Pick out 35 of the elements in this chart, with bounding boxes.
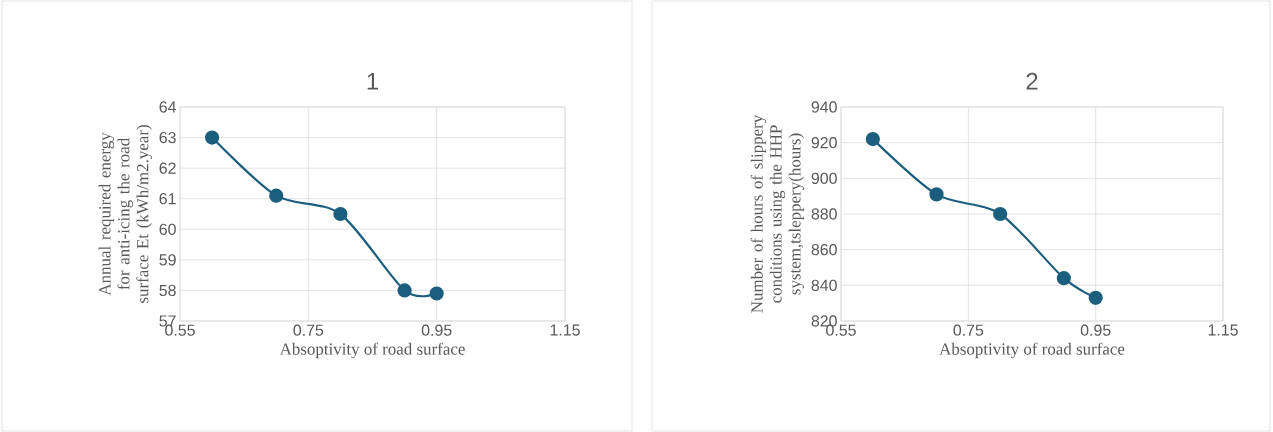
y-tick-label: 880 [811, 208, 837, 220]
x-tick-label: 0.75 [953, 324, 984, 336]
point [333, 206, 348, 222]
y-axis-title: Number of hours of slippery conditions using the HHP system,tsleppery(hours) [750, 114, 805, 313]
point [397, 283, 412, 298]
y-tick-label: 920 [811, 137, 837, 149]
chart-title: 1 [367, 73, 378, 90]
point [993, 206, 1008, 222]
point [1088, 290, 1103, 305]
x-tick-label: 0.95 [421, 324, 452, 336]
y-tick-label: 60 [159, 223, 176, 235]
y-tick-label: 59 [159, 254, 176, 266]
point [429, 286, 444, 301]
point [269, 188, 284, 203]
y-axis-title: Annual required energy for anti-icing the road surface Et (kWh/m2.year) [98, 125, 152, 303]
y-tick-label: 860 [811, 244, 837, 256]
y-tick-label: 58 [159, 284, 176, 297]
point [929, 187, 944, 202]
y-tick-label: 63 [159, 131, 176, 144]
y-tick-label: 64 [159, 101, 177, 113]
x-axis-title: Absoptivity of road surface [279, 342, 465, 359]
point [204, 130, 220, 145]
x-tick-label: 1.15 [1208, 324, 1238, 336]
point [1056, 271, 1071, 286]
chart-title: 2 [1026, 72, 1038, 90]
x-axis-title: Absoptivity of road surface [939, 342, 1125, 359]
y-tick-label: 61 [159, 193, 176, 205]
y-tick-label: 62 [159, 162, 176, 174]
x-tick-label: 0.75 [293, 324, 324, 336]
y-tick-label: 900 [811, 172, 837, 184]
point [865, 132, 880, 147]
x-tick-label: 1.15 [550, 324, 580, 336]
x-tick-label: 0.95 [1080, 324, 1111, 336]
y-tick-label: 840 [811, 279, 837, 291]
y-tick-label: 940 [811, 101, 837, 113]
